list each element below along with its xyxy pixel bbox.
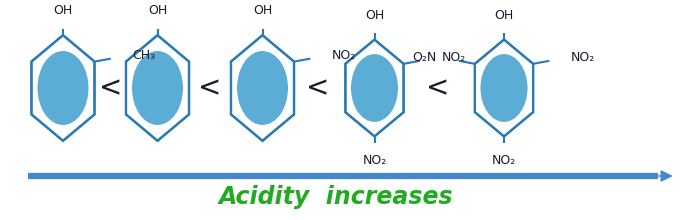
Polygon shape [231,35,294,141]
Text: NO₂: NO₂ [492,154,516,167]
Text: OH: OH [365,9,384,22]
Text: OH: OH [148,4,167,17]
Ellipse shape [38,51,88,125]
Polygon shape [345,40,404,136]
Text: OH: OH [53,4,73,17]
Polygon shape [32,35,94,141]
Ellipse shape [351,54,398,122]
Text: OH: OH [494,9,514,22]
Ellipse shape [132,51,183,125]
Ellipse shape [237,51,288,125]
Text: <: < [426,74,449,102]
Text: NO₂: NO₂ [332,49,356,62]
Text: NO₂: NO₂ [571,51,595,64]
Text: Acidity  increases: Acidity increases [218,185,454,209]
Text: <: < [306,74,330,102]
Polygon shape [475,40,533,136]
Text: OH: OH [253,4,272,17]
Text: <: < [99,74,122,102]
Text: <: < [198,74,222,102]
Text: CH₃: CH₃ [132,49,155,62]
Polygon shape [126,35,189,141]
Text: O₂N: O₂N [413,51,437,64]
Ellipse shape [480,54,528,122]
Text: NO₂: NO₂ [442,51,466,64]
Text: NO₂: NO₂ [363,154,386,167]
